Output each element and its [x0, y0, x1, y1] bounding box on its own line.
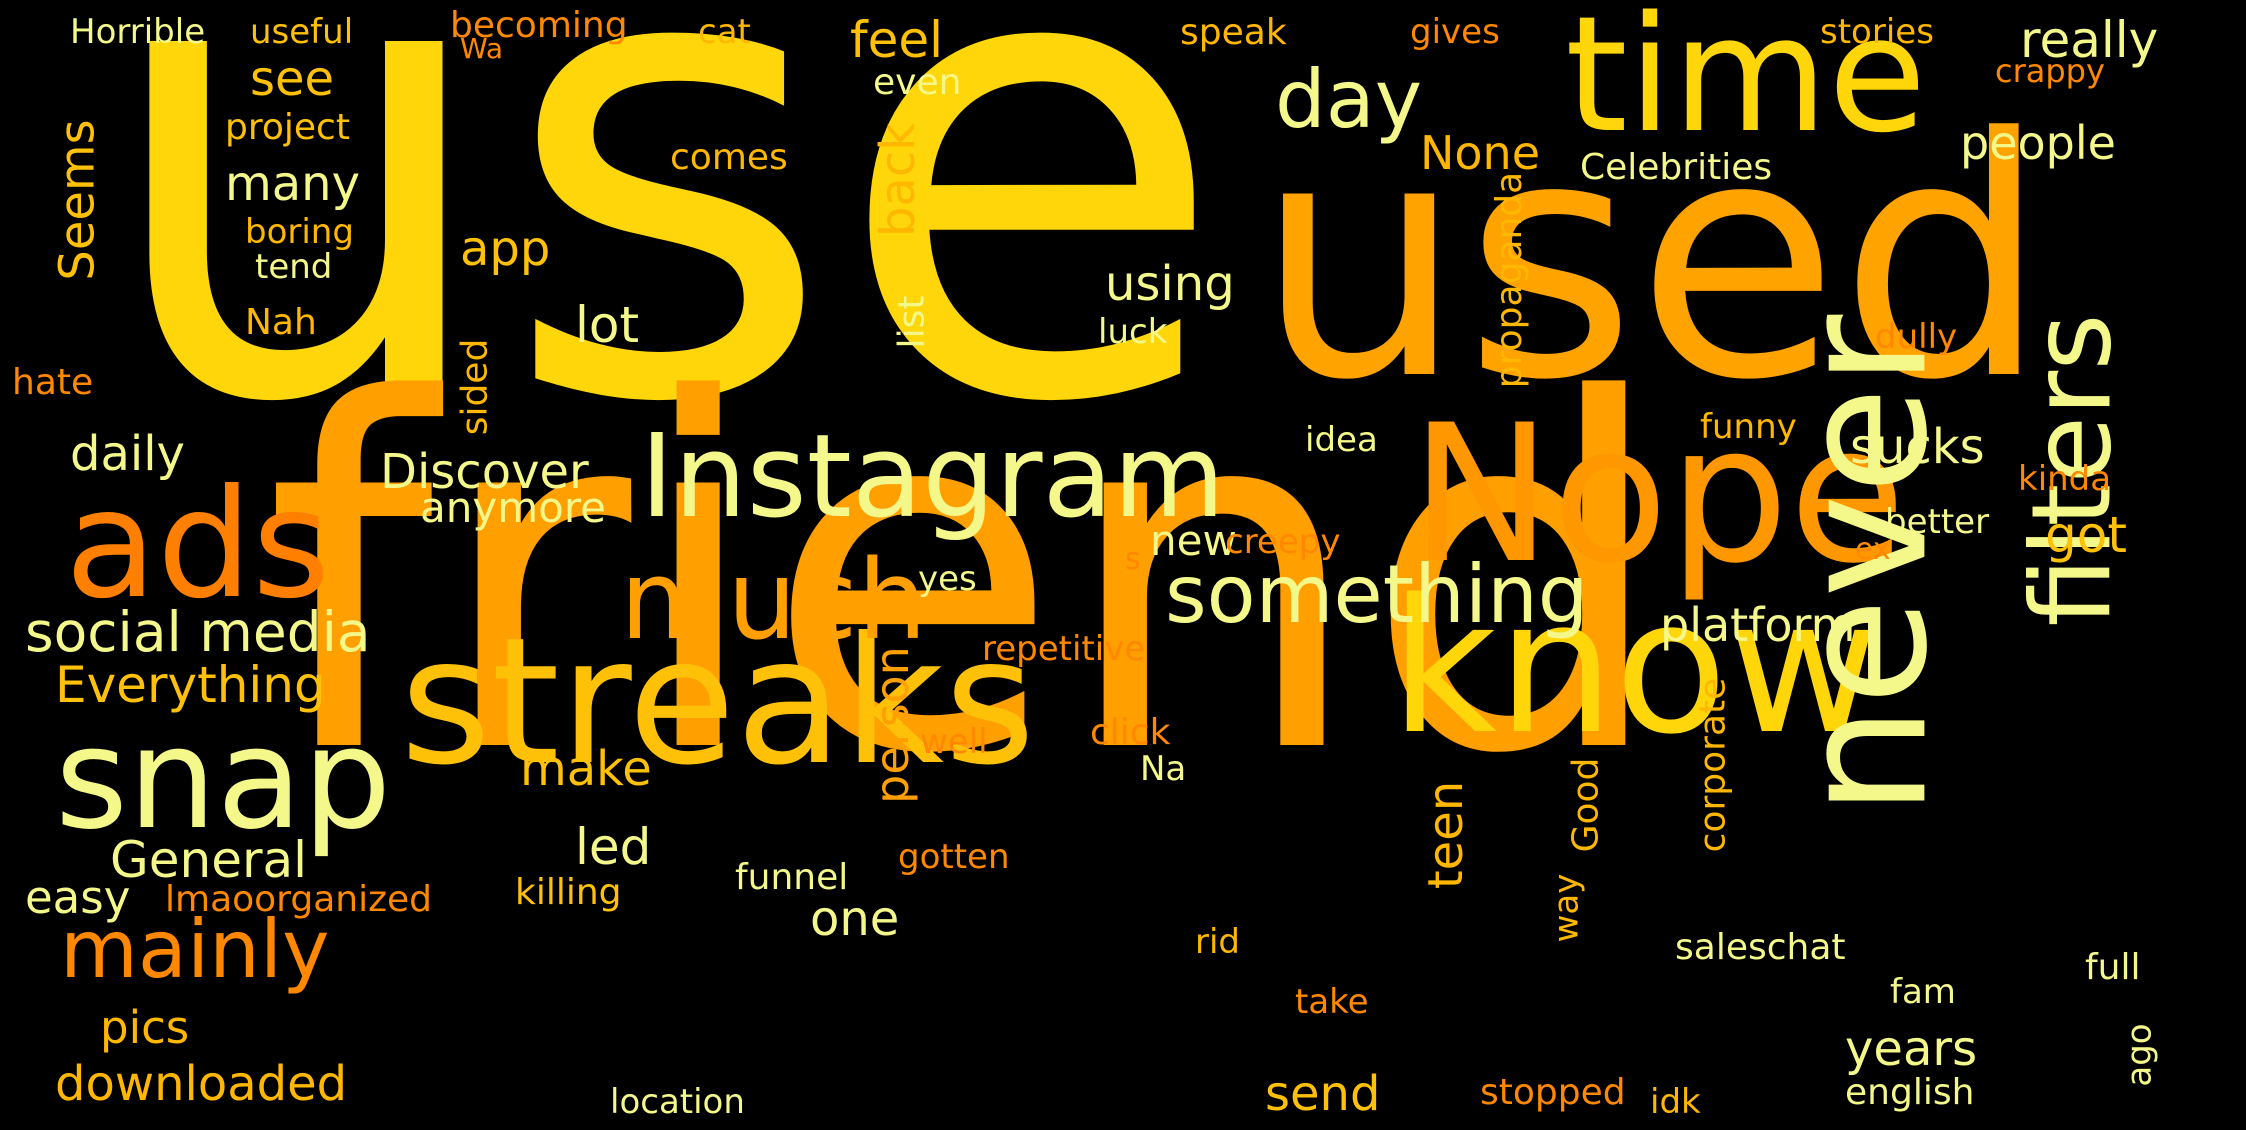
word-stopped: stopped: [1480, 1072, 1626, 1113]
word-crappy: crappy: [1995, 52, 2105, 90]
word-well: well: [920, 722, 988, 762]
word-cat: cat: [698, 12, 751, 52]
word-nope: Nope: [1410, 384, 1906, 605]
word-one: one: [810, 891, 900, 947]
word-ads: ads: [65, 458, 331, 632]
word-list: list: [891, 295, 932, 349]
word-speak: speak: [1180, 12, 1287, 53]
word-luck: luck: [1098, 312, 1168, 352]
word-anymore: anymore: [420, 483, 607, 532]
word-time: time: [1565, 0, 1927, 168]
word-stories: stories: [1820, 12, 1934, 52]
word-people: people: [1960, 116, 2116, 170]
word-kinda: kinda: [2018, 459, 2112, 499]
word-nah: Nah: [245, 302, 317, 343]
word-many: many: [225, 156, 360, 212]
word-idk: idk: [1650, 1082, 1701, 1122]
word-led: led: [575, 818, 652, 876]
word-rid: rid: [1195, 922, 1241, 962]
word-project: project: [225, 107, 350, 148]
word-mainly: mainly: [60, 903, 330, 996]
word-killing: killing: [515, 872, 622, 913]
word-location: location: [610, 1082, 745, 1122]
word-dully: dully: [1875, 317, 1958, 357]
word-make: make: [520, 741, 652, 797]
word-lot: lot: [575, 296, 640, 354]
word-easy: easy: [25, 871, 131, 924]
word-platform: platform: [1660, 598, 1856, 652]
word-years: years: [1845, 1021, 1978, 1077]
word-horrible: Horrible: [70, 12, 206, 52]
word-take: take: [1295, 982, 1369, 1022]
word-use: use: [95, 0, 1228, 542]
word-day: day: [1275, 53, 1423, 146]
word-much: much: [620, 536, 928, 664]
word-used: used: [1255, 68, 2049, 452]
word-hate: hate: [12, 362, 94, 403]
word-saleschat: saleschat: [1675, 927, 1846, 968]
word-corporate: corporate: [1692, 677, 1733, 853]
word-fam: fam: [1890, 972, 1956, 1012]
word-boring: boring: [245, 212, 354, 252]
word-gotten: gotten: [898, 837, 1010, 877]
word-send: send: [1265, 1066, 1381, 1122]
word-snap: snap: [55, 698, 392, 861]
word-streaks: streaks: [400, 601, 1036, 804]
word-friend: friend: [265, 300, 1669, 859]
word-way: way: [1545, 873, 1586, 943]
word-sided: sided: [453, 338, 495, 436]
word-person: person: [865, 646, 919, 804]
word-funny: funny: [1700, 407, 1797, 447]
word-becoming: becoming: [450, 5, 628, 46]
word-teen: teen: [1418, 780, 1474, 890]
word-ago: ago: [2120, 1023, 2160, 1087]
word-discover: Discover: [380, 444, 589, 500]
word-funnel: funnel: [735, 857, 849, 898]
word-social-media: social media: [25, 600, 371, 664]
word-creepy: creepy: [1225, 522, 1341, 562]
word-downloaded: downloaded: [55, 1056, 348, 1112]
word-wa: Wa: [460, 32, 504, 65]
word-instagram: Instagram: [640, 410, 1226, 544]
word-english: english: [1845, 1072, 1975, 1113]
word-better: better: [1885, 502, 1990, 542]
word-using: using: [1105, 256, 1235, 312]
word-really: really: [2020, 11, 2159, 69]
word-gives: gives: [1410, 12, 1500, 52]
word-sucks: sucks: [1850, 419, 1985, 475]
word-general: General: [110, 831, 308, 889]
word-good: Good: [1565, 757, 1606, 853]
word-app: app: [460, 221, 551, 277]
word-new: new: [1150, 516, 1237, 565]
word-pics: pics: [100, 1001, 190, 1054]
word-s: s: [1125, 542, 1141, 577]
word-idea: idea: [1305, 420, 1378, 460]
word-back: back: [869, 122, 926, 238]
word-know: know: [1390, 559, 1879, 775]
word-seems: Seems: [50, 119, 107, 281]
word-got: got: [2045, 506, 2127, 564]
word-tend: tend: [255, 247, 333, 287]
word-celebrities: Celebrities: [1580, 147, 1773, 188]
word-feel: feel: [850, 11, 944, 69]
word-lmaoorganized: lmaoorganized: [165, 879, 432, 920]
word-repetitive: repetitive: [982, 629, 1146, 669]
word-na: Na: [1140, 749, 1187, 789]
word-click: click: [1090, 712, 1171, 753]
word-see: see: [250, 51, 335, 107]
word-yes: yes: [918, 559, 977, 599]
word-useful: useful: [250, 12, 354, 52]
word-ex: ex: [1855, 532, 1891, 567]
word-daily: daily: [70, 426, 185, 482]
word-even: even: [873, 62, 962, 103]
word-full: full: [2085, 947, 2141, 988]
word-everything: Everything: [55, 656, 326, 714]
word-none: None: [1420, 126, 1541, 180]
word-comes: comes: [670, 137, 788, 178]
word-propaganda: propaganda: [1488, 171, 1530, 389]
word-something: something: [1165, 548, 1589, 641]
